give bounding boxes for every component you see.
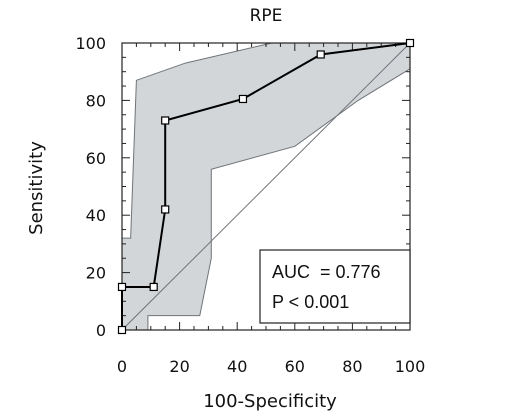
x-tick-label: 20 xyxy=(169,357,189,376)
stats-legend-frame xyxy=(259,249,411,324)
x-axis-title: 100-Specificity xyxy=(203,391,337,412)
x-tick-label: 80 xyxy=(342,357,362,376)
roc-point xyxy=(117,282,127,292)
y-tick-label: 40 xyxy=(86,206,106,225)
roc-point xyxy=(405,38,415,48)
roc-point xyxy=(161,116,170,125)
y-tick-label: 0 xyxy=(96,321,106,340)
p-value-label: P < 0.001 xyxy=(272,292,349,312)
roc-curve-line xyxy=(121,42,411,330)
reference-diagonal-line xyxy=(121,42,411,331)
y-tick-label: 20 xyxy=(86,264,106,283)
x-tick-label: 0 xyxy=(117,357,127,376)
plot-frame xyxy=(121,42,411,331)
y-tick-label: 60 xyxy=(86,149,106,168)
tick-labels: 0 20 40 60 80 100 0 20 40 60 80 100 xyxy=(75,34,425,376)
x-tick-label: 40 xyxy=(227,357,247,376)
y-tick-label: 100 xyxy=(75,34,106,53)
roc-point xyxy=(161,205,170,214)
chart-title: RPE xyxy=(250,6,283,26)
roc-points xyxy=(117,38,415,335)
x-tick-label: 100 xyxy=(395,357,426,376)
roc-point xyxy=(316,50,325,59)
stats-legend-box: AUC = 0.776 P < 0.001 xyxy=(259,249,411,324)
y-tick-label: 80 xyxy=(86,91,106,110)
y-axis-title: Sensitivity xyxy=(26,141,47,235)
x-tick-label: 60 xyxy=(285,357,305,376)
roc-point xyxy=(149,282,158,292)
auc-label: AUC xyxy=(272,262,310,282)
roc-point xyxy=(238,94,248,104)
auc-value: = 0.776 xyxy=(320,262,381,282)
roc-point xyxy=(117,325,127,335)
